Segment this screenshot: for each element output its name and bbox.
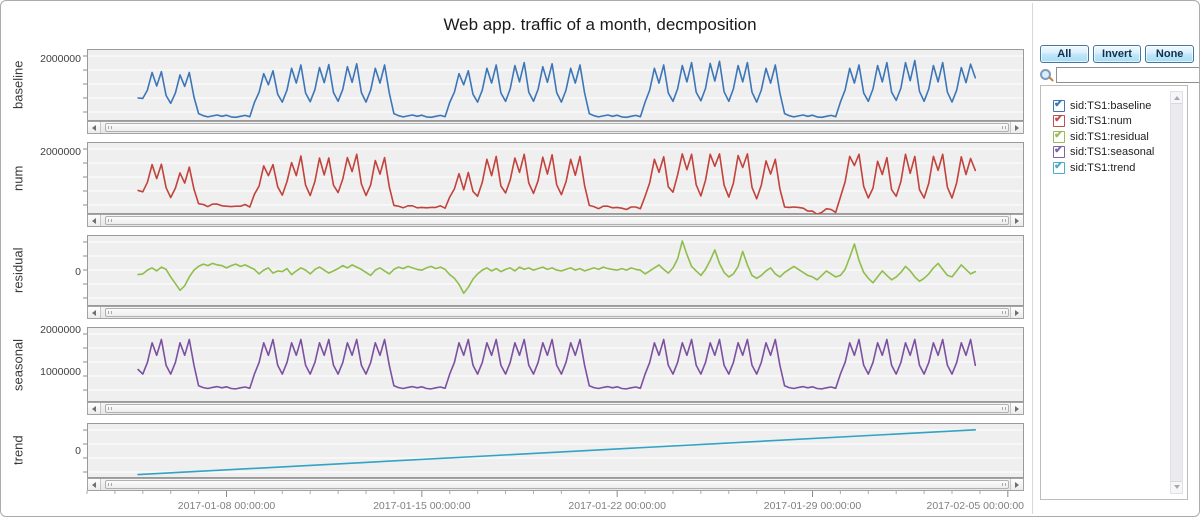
legend-button-row: All Invert None <box>1040 45 1195 63</box>
scroll-right-button[interactable] <box>1010 479 1023 490</box>
chart-title: Web app. traffic of a month, decmpositio… <box>443 15 757 34</box>
h-scrollbar-trend[interactable] <box>87 478 1024 491</box>
panel-name-seasonal: seasonal <box>10 338 26 391</box>
scroll-right-button[interactable] <box>1010 403 1023 414</box>
scrollbar-thumb[interactable] <box>105 123 1009 132</box>
thumb-grip <box>108 311 112 314</box>
checkmark-icon: ✔ <box>1054 159 1064 172</box>
x-tick-label: 2017-01-08 00:00:00 <box>178 500 276 512</box>
thumb-grip <box>1002 126 1006 129</box>
scroll-right-button[interactable] <box>1010 215 1023 226</box>
legend-item-label: sid:TS1:num <box>1070 115 1132 128</box>
y-tick-label: 2000000 <box>40 324 81 337</box>
h-scrollbar-seasonal[interactable] <box>87 402 1024 415</box>
legend-item-num[interactable]: ✔ sid:TS1:num <box>1053 113 1187 130</box>
y-tick-label: 1000000 <box>40 366 81 378</box>
scrollbar-thumb[interactable] <box>105 480 1009 489</box>
x-axis: 2017-01-08 00:00:00 2017-01-15 00:00:00 20… <box>86 491 1025 512</box>
y-tick-label: 0 <box>75 445 81 458</box>
checkmark-icon: ✔ <box>1054 144 1064 157</box>
scroll-left-button[interactable] <box>88 479 101 490</box>
checkmark-icon: ✔ <box>1054 113 1064 126</box>
legend-item-label: sid:TS1:trend <box>1070 161 1136 174</box>
scroll-left-button[interactable] <box>88 122 101 133</box>
plot-seasonal[interactable] <box>78 327 1024 402</box>
thumb-grip <box>1002 483 1006 486</box>
series-checkbox[interactable]: ✔ <box>1053 113 1065 128</box>
invert-button[interactable]: Invert <box>1092 45 1142 63</box>
x-tick-label: 2017-01-22 00:00:00 <box>568 500 666 512</box>
legend-item-trend[interactable]: ✔ sid:TS1:trend <box>1053 160 1187 176</box>
y-tick-label: 2000000 <box>40 146 81 159</box>
scroll-right-button[interactable] <box>1010 122 1023 133</box>
scroll-right-button[interactable] <box>1010 307 1023 318</box>
plot-baseline[interactable] <box>78 49 1024 121</box>
legend-list: ✔ sid:TS1:baseline ✔ sid:TS1:num ✔ sid:TS1:re… <box>1041 86 1187 176</box>
all-button[interactable]: All <box>1040 45 1089 63</box>
thumb-grip <box>1002 311 1006 314</box>
legend-item-label: sid:TS1:baseline <box>1070 99 1152 112</box>
search-input[interactable] <box>1056 67 1199 83</box>
x-tick-label: 2017-01-15 00:00:00 <box>373 500 471 512</box>
legend-item-seasonal[interactable]: ✔ sid:TS1:seasonal <box>1053 144 1187 161</box>
legend-scrollbar[interactable] <box>1170 91 1183 494</box>
scroll-left-icon <box>92 217 96 224</box>
scroll-right-icon <box>1015 124 1019 131</box>
chart-region: baseline 2000000 num 2000000 residual 0 season… <box>1 1 1033 516</box>
series-checkbox[interactable]: ✔ <box>1053 97 1065 112</box>
none-button[interactable]: None <box>1145 45 1195 63</box>
scrollbar-thumb[interactable] <box>105 308 1009 317</box>
scroll-right-icon <box>1015 481 1019 488</box>
legend-item-label: sid:TS1:seasonal <box>1070 146 1155 159</box>
thumb-grip <box>108 219 112 222</box>
plot-trend[interactable] <box>78 423 1024 478</box>
y-tick-label: 2000000 <box>40 53 81 66</box>
scroll-right-icon <box>1015 217 1019 224</box>
legend-sidebar: All Invert None <box>1040 45 1199 83</box>
scroll-left-icon <box>92 124 96 131</box>
scroll-left-button[interactable] <box>88 215 101 226</box>
series-checkbox[interactable]: ✔ <box>1053 144 1065 159</box>
checkmark-icon: ✔ <box>1054 97 1064 110</box>
plot-num[interactable] <box>78 142 1024 216</box>
plot-residual[interactable] <box>78 235 1024 306</box>
y-tick-label: 0 <box>75 266 81 279</box>
checkmark-icon: ✔ <box>1054 128 1064 141</box>
x-tick-label: 2017-01-29 00:00:00 <box>764 500 862 512</box>
scroll-up-icon[interactable] <box>1174 96 1180 100</box>
legend-search-row <box>1040 67 1199 83</box>
scrollbar-thumb[interactable] <box>105 216 1009 225</box>
scroll-down-icon[interactable] <box>1174 485 1180 489</box>
thumb-grip <box>1002 407 1006 410</box>
thumb-grip <box>1002 219 1006 222</box>
thumb-grip <box>108 126 112 129</box>
legend-scrollbar-thumb[interactable] <box>1171 103 1182 482</box>
scroll-left-icon <box>92 481 96 488</box>
scroll-left-icon <box>92 309 96 316</box>
legend-item-label: sid:TS1:residual <box>1070 130 1149 143</box>
x-tick-label: 2017-02-05 00:00:00 <box>927 500 1025 512</box>
scrollbar-thumb[interactable] <box>105 404 1009 413</box>
series-checkbox[interactable]: ✔ <box>1053 159 1065 174</box>
scroll-right-icon <box>1015 309 1019 316</box>
scroll-left-button[interactable] <box>88 403 101 414</box>
h-scrollbar-residual[interactable] <box>87 306 1024 319</box>
scroll-left-button[interactable] <box>88 307 101 318</box>
legend-item-baseline[interactable]: ✔ sid:TS1:baseline <box>1053 98 1187 114</box>
thumb-grip <box>108 483 112 486</box>
search-icon <box>1040 68 1054 82</box>
scroll-left-icon <box>92 405 96 412</box>
scroll-right-icon <box>1015 405 1019 412</box>
panel-divider <box>1032 3 1033 514</box>
legend-item-residual[interactable]: ✔ sid:TS1:residual <box>1053 129 1187 145</box>
h-scrollbar-num[interactable] <box>87 214 1024 227</box>
legend-listbox[interactable]: ✔ sid:TS1:baseline ✔ sid:TS1:num ✔ sid:TS1:re… <box>1040 85 1188 500</box>
h-scrollbar-baseline[interactable] <box>87 121 1024 134</box>
thumb-grip <box>108 407 112 410</box>
series-checkbox[interactable]: ✔ <box>1053 128 1065 143</box>
